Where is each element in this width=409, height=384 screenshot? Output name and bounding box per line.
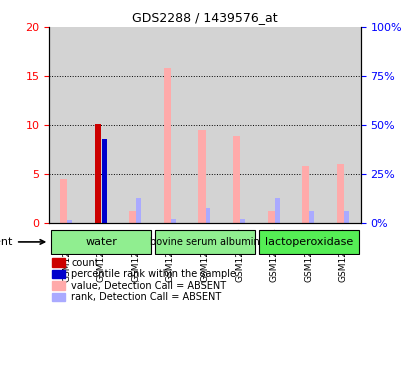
Text: agent: agent	[0, 237, 45, 247]
Bar	[274, 198, 279, 223]
Text: lactoperoxidase: lactoperoxidase	[264, 237, 352, 247]
Text: percentile rank within the sample: percentile rank within the sample	[71, 269, 236, 279]
Bar	[291, 27, 326, 223]
Bar	[52, 293, 65, 301]
Bar	[301, 166, 309, 223]
Bar	[336, 164, 343, 223]
Bar	[60, 179, 67, 223]
Bar	[326, 27, 360, 223]
Text: water: water	[85, 237, 117, 247]
Bar	[52, 270, 65, 278]
Bar	[267, 211, 274, 223]
Bar	[101, 139, 106, 223]
FancyBboxPatch shape	[51, 230, 151, 254]
Bar	[52, 281, 65, 290]
Text: count: count	[71, 258, 99, 268]
Bar	[205, 208, 210, 223]
Bar	[49, 27, 83, 223]
Bar	[232, 136, 240, 223]
Bar	[129, 211, 136, 223]
Bar	[52, 258, 65, 266]
Bar	[163, 68, 171, 223]
Bar	[118, 27, 153, 223]
Bar	[67, 220, 72, 223]
FancyBboxPatch shape	[258, 230, 358, 254]
Bar	[256, 27, 291, 223]
Text: bovine serum albumin: bovine serum albumin	[150, 237, 259, 247]
Bar	[222, 27, 256, 223]
Bar	[198, 130, 205, 223]
FancyBboxPatch shape	[155, 230, 254, 254]
Bar	[309, 211, 314, 223]
Bar	[343, 211, 348, 223]
Text: rank, Detection Call = ABSENT: rank, Detection Call = ABSENT	[71, 292, 221, 302]
Bar	[95, 124, 101, 223]
Bar	[153, 27, 187, 223]
Bar	[83, 27, 118, 223]
Bar	[240, 219, 245, 223]
Bar	[136, 198, 141, 223]
Bar	[187, 27, 222, 223]
Title: GDS2288 / 1439576_at: GDS2288 / 1439576_at	[132, 11, 277, 24]
Bar	[171, 219, 175, 223]
Text: value, Detection Call = ABSENT: value, Detection Call = ABSENT	[71, 281, 226, 291]
